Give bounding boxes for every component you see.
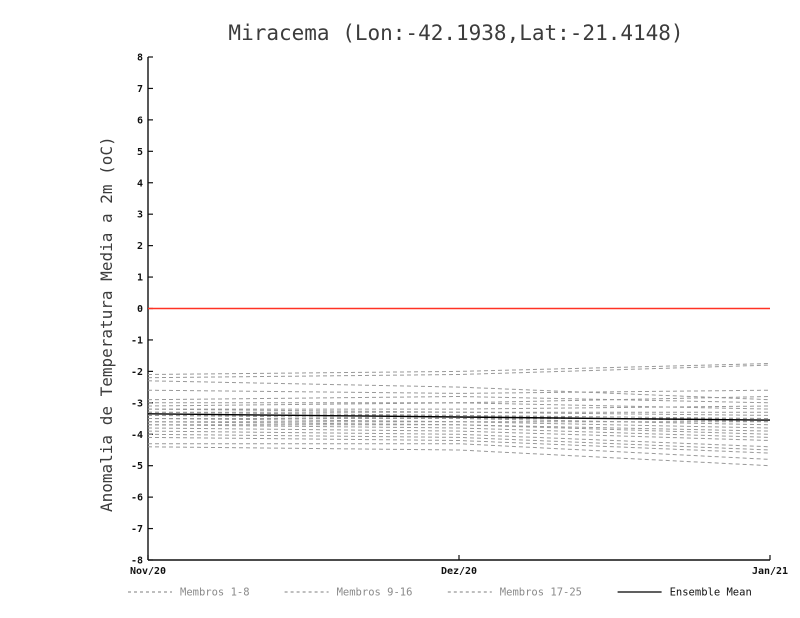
y-tick-label: 5 xyxy=(137,147,143,158)
legend-label: Membros 9-16 xyxy=(337,587,413,599)
member-line xyxy=(147,446,771,467)
y-axis-label: Anomalia de Temperatura Media a 2m (oC) xyxy=(97,136,116,512)
y-tick-label: -1 xyxy=(131,335,143,346)
y-tick-label: -5 xyxy=(131,461,143,472)
y-tick-label: 8 xyxy=(137,53,143,64)
axes: -8 -7 -6 -5 -4 -3 -2 -1 0 1 2 3 4 5 6 7 8 Nov/20 Dez/20 Jan… xyxy=(130,53,788,578)
member-line xyxy=(147,389,771,394)
y-tick-label: -2 xyxy=(131,367,143,378)
chart-title: Miracema (Lon:-42.1938,Lat:-21.4148) xyxy=(228,21,683,45)
legend-label: Membros 1-8 xyxy=(180,587,250,599)
member-line xyxy=(148,443,771,460)
member-line xyxy=(148,424,771,435)
legend: Membros 1-8 Membros 9-16 Membros 17-25 Ense… xyxy=(128,587,752,599)
member-line xyxy=(147,363,771,375)
member-line xyxy=(147,380,771,401)
y-tick-label: -3 xyxy=(131,398,143,409)
y-tick-label: 2 xyxy=(137,241,143,252)
y-tick-label: -6 xyxy=(131,493,143,504)
y-tick-label: -4 xyxy=(131,430,143,441)
member-line xyxy=(147,427,771,441)
member-line xyxy=(147,402,771,410)
y-tick-label: 3 xyxy=(137,210,143,221)
member-line xyxy=(148,418,771,426)
x-tick-label: Dez/20 xyxy=(441,566,477,577)
member-line xyxy=(147,395,771,404)
member-line xyxy=(148,405,771,410)
y-tick-label: 0 xyxy=(137,304,143,315)
x-tick-label: Jan/21 xyxy=(752,566,788,577)
legend-label: Ensemble Mean xyxy=(670,587,752,599)
member-line xyxy=(147,430,771,448)
ensemble-mean-path xyxy=(147,413,771,421)
x-tick-label: Nov/20 xyxy=(130,566,166,577)
legend-label: Membros 17-25 xyxy=(500,587,582,599)
y-tick-label: 6 xyxy=(137,115,143,126)
y-tick-label: -8 xyxy=(131,556,143,567)
member-line xyxy=(148,396,771,404)
y-tick-label: 1 xyxy=(137,273,143,284)
y-tick-label: 4 xyxy=(137,178,143,189)
y-tick-label: 7 xyxy=(137,84,143,95)
member-line xyxy=(147,364,771,379)
member-line xyxy=(147,436,771,454)
y-tick-label: -7 xyxy=(131,524,143,535)
ensemble-mean-line xyxy=(147,413,771,421)
member-line xyxy=(147,424,771,438)
member-line xyxy=(147,433,771,451)
